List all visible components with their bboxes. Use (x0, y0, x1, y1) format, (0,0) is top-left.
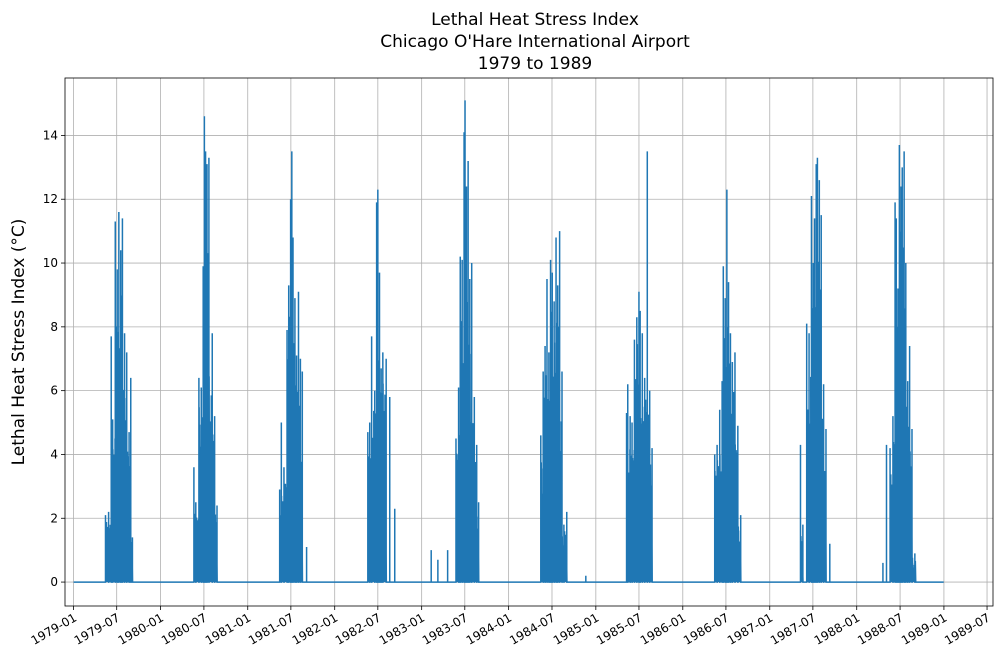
y-tick-label: 12 (43, 192, 58, 206)
title-line-1: Lethal Heat Stress Index (431, 10, 639, 30)
x-tick-label: 1979-07 (72, 610, 122, 647)
title-line-2: Chicago O'Hare International Airport (380, 32, 690, 52)
x-tick-label: 1981-01 (203, 610, 253, 647)
x-tick-label: 1986-07 (681, 610, 731, 647)
x-tick-label: 1981-07 (246, 610, 296, 647)
x-tick-label: 1982-01 (290, 610, 340, 647)
plot-frame (64, 77, 994, 607)
y-tick-label: 2 (50, 511, 58, 525)
x-tick-label: 1983-07 (420, 610, 470, 647)
y-tick-label: 10 (43, 256, 58, 270)
plot-area (73, 100, 944, 583)
x-tick-label: 1980-01 (116, 610, 166, 647)
x-tick-label: 1988-07 (855, 610, 905, 647)
x-tick-label: 1985-07 (594, 610, 644, 647)
x-tick-label: 1989-07 (942, 610, 992, 647)
x-tick-label: 1988-01 (812, 610, 862, 647)
x-tick-label: 1986-01 (638, 610, 688, 647)
x-tick-label: 1980-07 (159, 610, 209, 647)
y-tick-label: 14 (43, 128, 58, 142)
title-line-3: 1979 to 1989 (478, 54, 592, 74)
x-tick-label: 1985-01 (551, 610, 601, 647)
x-axis: 1979-011979-071980-011980-071981-011981-… (29, 606, 993, 648)
chart-title: Lethal Heat Stress Index Chicago O'Hare … (380, 10, 690, 74)
x-tick-label: 1984-01 (464, 610, 514, 647)
x-tick-label: 1982-07 (333, 610, 383, 647)
x-tick-label: 1984-07 (507, 610, 557, 647)
x-tick-label: 1987-07 (768, 610, 818, 647)
y-tick-label: 6 (50, 384, 58, 398)
y-tick-label: 4 (50, 447, 58, 461)
y-tick-label: 0 (50, 575, 58, 589)
y-axis: 0 2 4 6 8 10 12 14 (43, 128, 65, 589)
y-tick-label: 8 (50, 320, 58, 334)
y-axis-label: Lethal Heat Stress Index (°C) (9, 219, 29, 466)
x-tick-label: 1979-01 (29, 610, 79, 647)
x-tick-label: 1989-01 (899, 610, 949, 647)
x-tick-label: 1983-01 (377, 610, 427, 647)
x-tick-label: 1987-01 (725, 610, 775, 647)
series-line-lethal-heat-stress (73, 100, 944, 583)
